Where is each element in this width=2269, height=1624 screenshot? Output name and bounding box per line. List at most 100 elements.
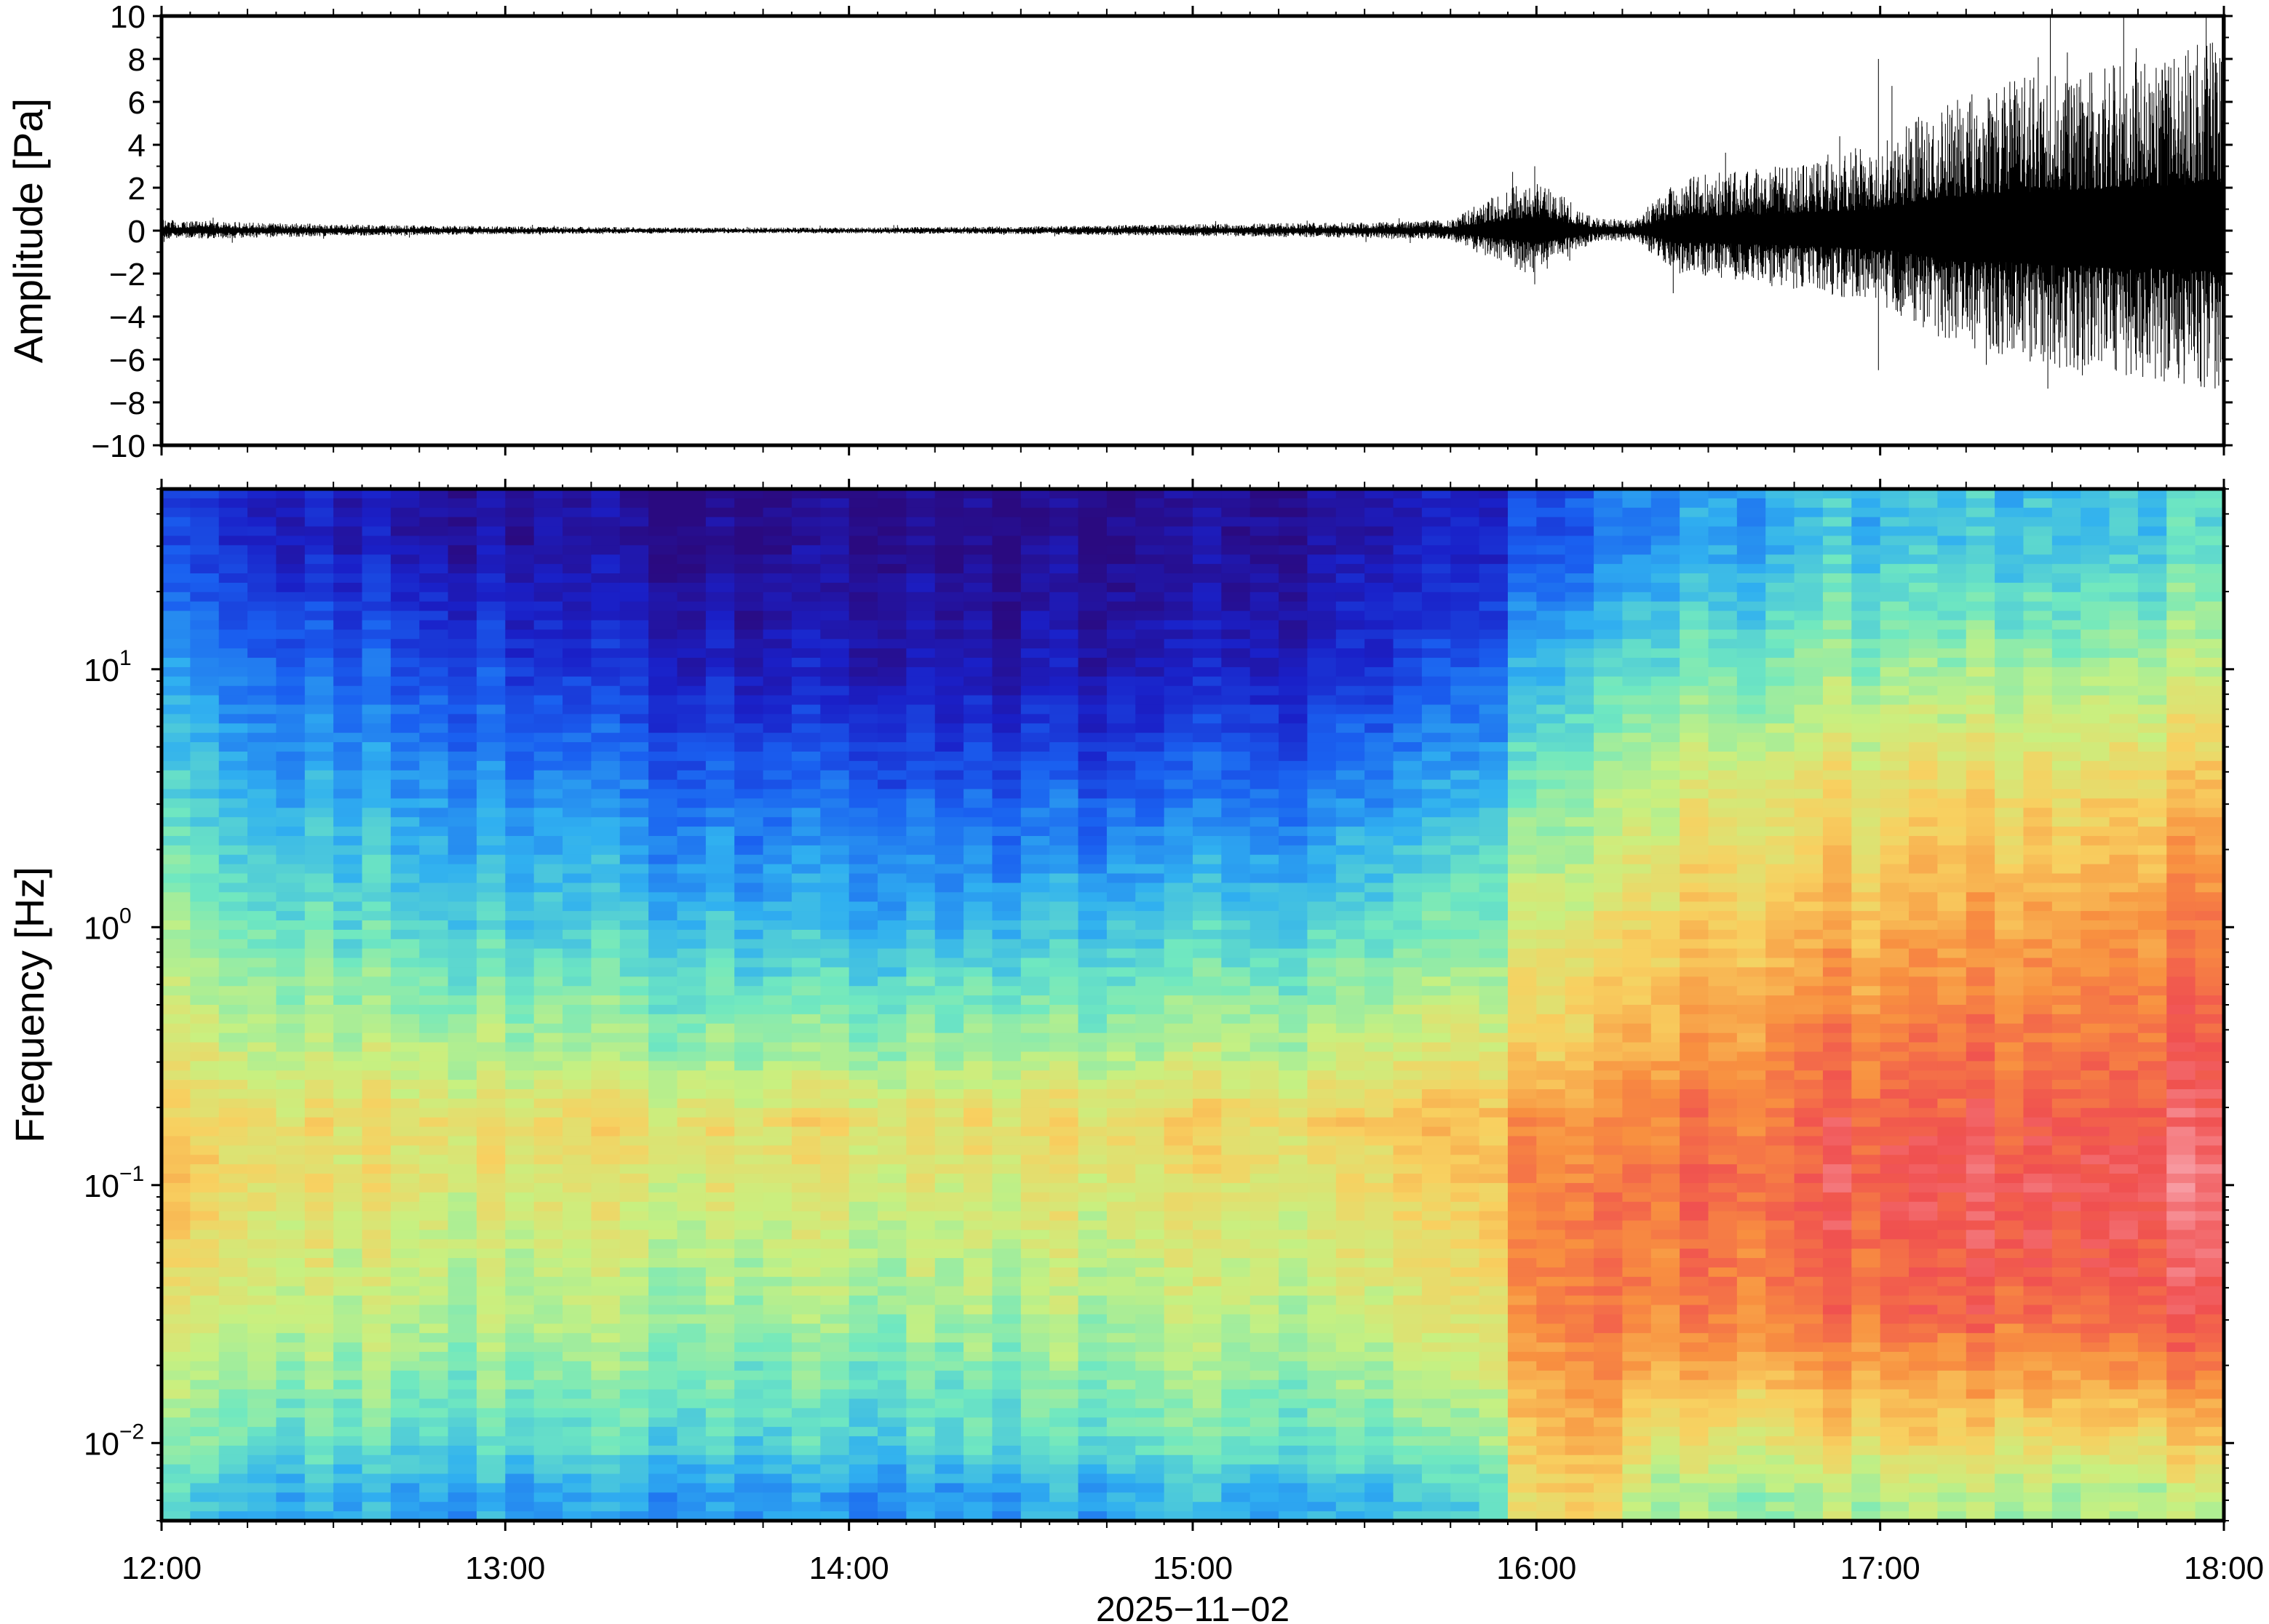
spectrogram-cell	[1106, 854, 1136, 865]
spectrogram-cell	[162, 658, 191, 668]
spectrogram-cell	[963, 1295, 993, 1306]
spectrogram-cell	[763, 1126, 792, 1137]
spectrogram-cell	[1279, 1032, 1308, 1043]
spectrogram-cell	[849, 835, 878, 846]
spectrogram-cell	[677, 592, 707, 602]
spectrogram-cell	[1307, 1286, 1337, 1297]
spectrogram-cell	[563, 967, 592, 977]
spectrogram-cell	[390, 976, 420, 987]
spectrogram-cell	[1393, 536, 1423, 546]
spectrogram-cell	[1078, 760, 1108, 771]
spectrogram-cell	[992, 911, 1022, 921]
spectrogram-cell	[1049, 1117, 1079, 1128]
spectrogram-cell	[533, 1211, 563, 1222]
spectrogram-cell	[1164, 1117, 1193, 1128]
spectrogram-cell	[247, 1398, 277, 1409]
spectrogram-cell	[734, 676, 764, 687]
spectrogram-cell	[906, 573, 936, 584]
spectrogram-cell	[1364, 1032, 1394, 1043]
spectrogram-cell	[705, 873, 735, 884]
spectrogram-cell	[333, 714, 363, 724]
spectrogram-cell	[934, 1239, 964, 1249]
spectrogram-cell	[1249, 920, 1279, 931]
spectrogram-cell	[448, 1333, 477, 1343]
spectrogram-cell	[820, 808, 850, 818]
spectrogram-cell	[1164, 789, 1193, 799]
spectrogram-cell	[448, 901, 477, 912]
spectrogram-cell	[591, 1267, 621, 1278]
spectrogram-cell	[878, 1005, 907, 1015]
spectrogram-cell	[1049, 498, 1079, 509]
spectrogram-cell	[190, 1042, 220, 1053]
spectrogram-cell	[362, 695, 392, 706]
spectrogram-cell	[563, 827, 592, 837]
spectrogram-cell	[505, 1070, 535, 1080]
spectrogram-cell	[1279, 827, 1308, 837]
spectrogram-cell	[963, 1230, 993, 1240]
spectrogram-cell	[1135, 1023, 1165, 1034]
spectrogram-cell	[648, 1483, 678, 1493]
spectrogram-cell	[1364, 1351, 1394, 1362]
spectrogram-cell	[591, 995, 621, 1006]
spectrogram-cell	[476, 1408, 506, 1418]
spectrogram-cell	[190, 1070, 220, 1080]
spectrogram-cell	[218, 751, 248, 762]
spectrogram-cell	[705, 948, 735, 959]
spectrogram-cell	[1249, 685, 1279, 696]
spectrogram-cell	[878, 770, 907, 781]
spectrogram-cell	[505, 601, 535, 612]
spectrogram-cell	[476, 1107, 506, 1118]
spectrogram-cell	[533, 827, 563, 837]
spectrogram-cell	[619, 929, 649, 940]
spectrogram-cell	[476, 489, 506, 499]
spectrogram-cell	[1307, 835, 1337, 846]
spectrogram-cell	[820, 1023, 850, 1034]
spectrogram-cell	[362, 1032, 392, 1043]
spectrogram-cell	[390, 1361, 420, 1372]
spectrogram-cell	[162, 1464, 191, 1475]
spectrogram-cell	[448, 733, 477, 743]
spectrogram-cell	[563, 1032, 592, 1043]
spectrogram-cell	[1049, 1305, 1079, 1315]
spectrogram-cell	[878, 1361, 907, 1372]
spectrogram-cell	[1193, 676, 1222, 687]
spectrogram-cell	[1249, 714, 1279, 724]
spectrogram-cell	[619, 1080, 649, 1090]
spectrogram-cell	[992, 498, 1022, 509]
spectrogram-cell	[276, 573, 306, 584]
spectrogram-cell	[390, 835, 420, 846]
spectrogram-cell	[820, 1511, 850, 1521]
spectrogram-cell	[476, 601, 506, 612]
spectrogram-cell	[1335, 620, 1365, 630]
spectrogram-cell	[591, 714, 621, 724]
spectrogram-cell	[619, 1164, 649, 1174]
spectrogram-cell	[791, 1080, 821, 1090]
spectrogram-cell	[162, 892, 191, 902]
spectrogram-cell	[820, 582, 850, 593]
spectrogram-cell	[1193, 1267, 1222, 1278]
spectrogram-cell	[333, 892, 363, 902]
spectrogram-cell	[505, 760, 535, 771]
spectrogram-cell	[763, 1483, 792, 1493]
spectrogram-cell	[1078, 1305, 1108, 1315]
spectrogram-cell	[849, 601, 878, 612]
spectrogram-cell	[1364, 1436, 1394, 1446]
spectrogram-cell	[476, 536, 506, 546]
spectrogram-cell	[648, 1164, 678, 1174]
spectrogram-cell	[1020, 1464, 1050, 1475]
spectrogram-cell	[190, 1164, 220, 1174]
spectrogram-cell	[1307, 498, 1337, 509]
spectrogram-cell	[591, 1023, 621, 1034]
spectrogram-cell	[1279, 845, 1308, 856]
spectrogram-cell	[276, 1454, 306, 1465]
spectrogram-cell	[276, 507, 306, 518]
spectrogram-cell	[505, 1473, 535, 1484]
spectrogram-cell	[1078, 939, 1108, 950]
spectrogram-cell	[648, 554, 678, 565]
spectrogram-cell	[419, 1305, 449, 1315]
spectrogram-cell	[791, 1417, 821, 1428]
spectrogram-cell	[333, 1080, 363, 1090]
spectrogram-cell	[162, 920, 191, 931]
spectrogram-cell	[218, 1098, 248, 1109]
